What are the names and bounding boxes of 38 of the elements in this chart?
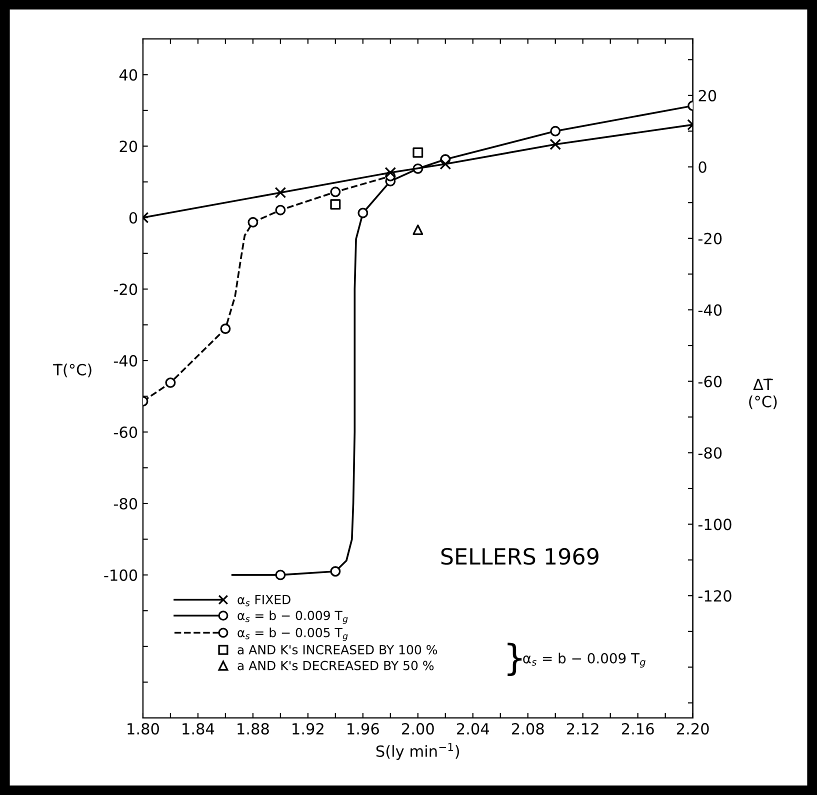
- x-axis-title: S(ly min$^{−1}$): [376, 743, 460, 760]
- annotation: SELLERS 1969: [441, 548, 598, 565]
- y-tick-label: -60: [114, 426, 138, 438]
- annotation: α$_{s}$ = b − 0.009 T$_{g}$: [523, 652, 646, 668]
- y2-tick-label: -40: [698, 304, 722, 316]
- x-tick-label: 1.80: [128, 723, 159, 735]
- x-tick-label: 2.00: [402, 723, 434, 735]
- y2-tick-label: -120: [698, 590, 732, 602]
- y2-axis-title: ΔT̄ (°C): [749, 378, 777, 410]
- y-axis-title: T̄(°C): [53, 364, 92, 378]
- x-tick-label: 1.96: [348, 723, 379, 735]
- y-tick-label: 20: [120, 140, 138, 152]
- x-tick-label: 1.84: [182, 723, 214, 735]
- legend-label: a AND K's INCREASED BY 100 %: [238, 644, 438, 654]
- legend-label: α$_{s}$ = b − 0.009 T$_{g}$: [238, 610, 348, 624]
- y2-tick-label: -60: [698, 376, 722, 388]
- x-tick-label: 2.04: [456, 723, 490, 735]
- legend-label: α$_{s}$ = b − 0.005 T$_{g}$: [238, 628, 348, 641]
- x-tick-label: 1.92: [292, 723, 324, 735]
- annotation: }: [508, 642, 522, 676]
- x-tick-label: 2.12: [566, 723, 598, 734]
- legend-label: α$_{s}$ FIXED: [238, 595, 290, 606]
- y-tick-label: -80: [114, 498, 138, 510]
- legend-label: a AND K's DECREASED BY 50 %: [238, 660, 434, 670]
- y-tick-label: -40: [114, 355, 138, 367]
- y2-tick-label: -100: [698, 518, 732, 530]
- y2-tick-label: 0: [698, 161, 706, 173]
- y-tick-label: -20: [114, 284, 138, 296]
- y2-tick-label: -20: [698, 232, 722, 244]
- x-tick-label: 2.20: [676, 723, 709, 735]
- y-tick-label: -100: [104, 569, 138, 581]
- x-tick-label: 2.16: [622, 723, 654, 735]
- y2-tick-label: 20: [698, 90, 716, 102]
- x-tick-label: 1.88: [238, 723, 269, 735]
- y-tick-label: 0: [129, 212, 138, 224]
- x-tick-label: 2.08: [512, 723, 544, 735]
- y2-tick-label: -80: [698, 447, 722, 459]
- y-tick-label: 40: [119, 69, 138, 81]
